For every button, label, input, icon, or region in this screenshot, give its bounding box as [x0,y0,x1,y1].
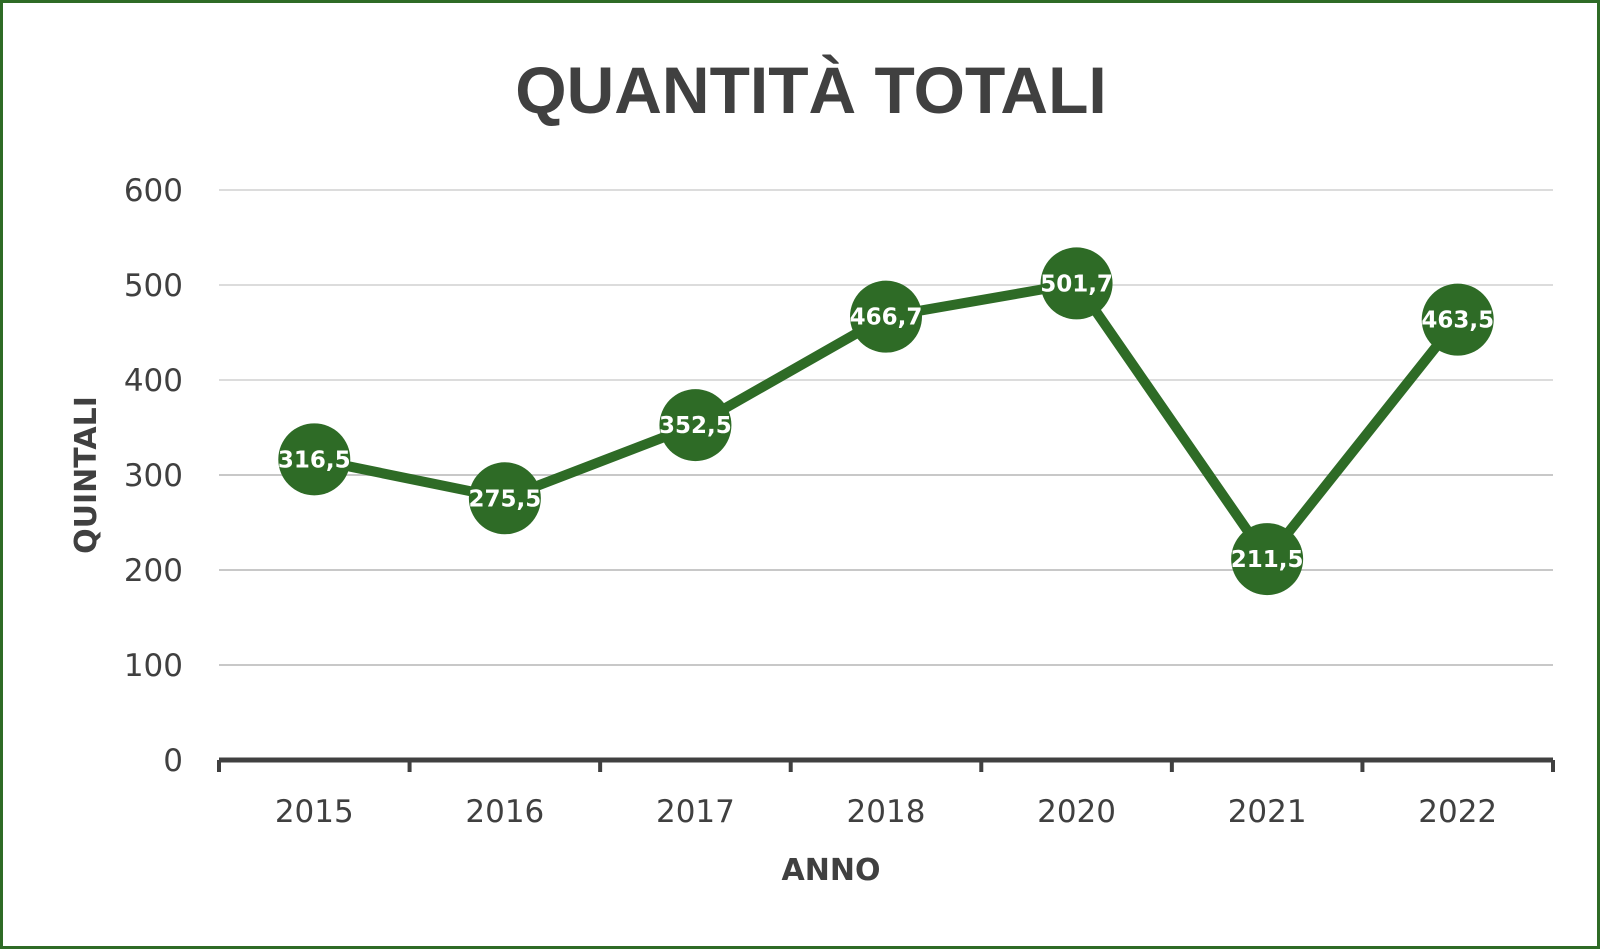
data-label: 275,5 [468,486,541,512]
x-tick-label: 2022 [1418,794,1497,830]
data-label: 501,7 [1040,271,1113,297]
y-tick-label: 400 [124,363,183,399]
gridlines [219,189,1553,666]
series-layer: 316,5 275,5 352,5 466,7 501,7 211,5 463,5 [278,247,1494,596]
x-tick-label: 2016 [465,794,544,830]
data-point [1231,523,1304,596]
x-axis-ticks: 2015 2016 2017 2018 2020 2021 2022 [275,794,1497,830]
y-tick-label: 300 [124,458,183,494]
y-tick-label: 0 [163,743,183,779]
data-point [1040,247,1113,320]
x-tick-label: 2021 [1228,794,1307,830]
data-point [278,423,351,496]
y-tick-label: 600 [124,173,183,209]
data-label: 466,7 [850,305,923,331]
y-tick-label: 100 [124,648,183,684]
x-axis [217,757,1555,772]
data-point [468,462,541,535]
data-label: 211,5 [1231,547,1304,573]
data-label: 352,5 [659,413,732,439]
x-tick-label: 2017 [656,794,735,830]
data-point [659,389,732,462]
chart-title: QUANTITÀ TOTALI [515,53,1107,127]
data-point [1421,283,1494,356]
y-axis-ticks: 0 100 200 300 400 500 600 [124,173,183,779]
y-tick-label: 500 [124,268,183,304]
y-tick-label: 200 [124,553,183,589]
y-axis-title: QUINTALI [69,396,104,554]
x-tick-label: 2018 [847,794,926,830]
data-label: 463,5 [1421,308,1494,334]
x-axis-title: ANNO [782,853,881,888]
line-chart: QUANTITÀ TOTALI 0 100 200 300 400 500 600 2015… [69,53,1555,888]
data-point [850,280,922,353]
x-tick-label: 2020 [1037,794,1116,830]
data-label: 316,5 [278,447,351,473]
x-tick-label: 2015 [275,794,354,830]
